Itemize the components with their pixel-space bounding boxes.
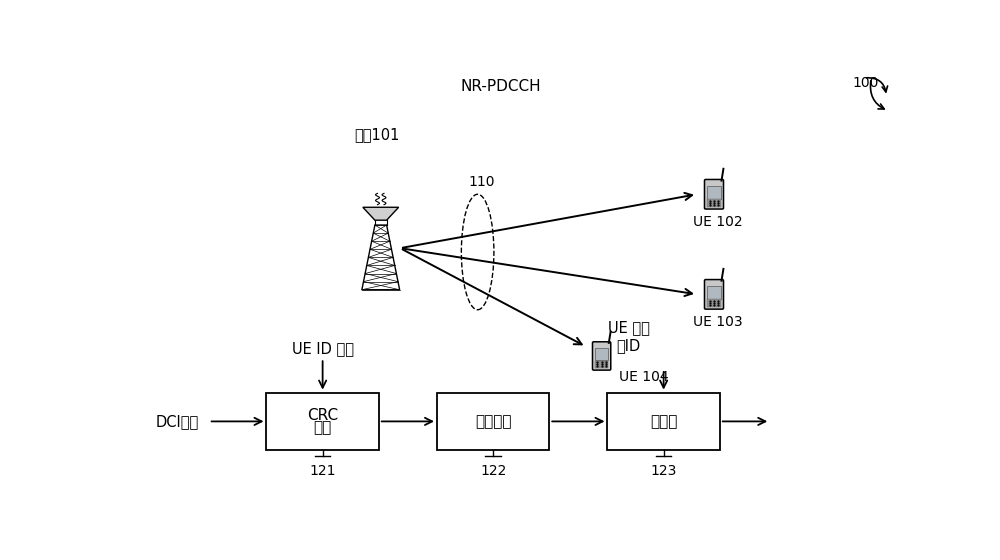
- Text: UE ID 掩码: UE ID 掩码: [292, 341, 354, 356]
- Bar: [266, 393, 379, 450]
- Polygon shape: [363, 207, 399, 220]
- FancyBboxPatch shape: [704, 279, 724, 309]
- Text: 123: 123: [650, 464, 677, 478]
- Text: NR-PDCCH: NR-PDCCH: [461, 79, 541, 94]
- Text: 交织器: 交织器: [650, 414, 677, 429]
- Bar: [707, 185, 721, 199]
- Text: UE 102: UE 102: [693, 215, 743, 229]
- Text: CRC: CRC: [307, 408, 338, 423]
- Bar: [437, 393, 549, 450]
- Bar: [707, 299, 721, 307]
- Text: UE 103: UE 103: [693, 315, 743, 329]
- Text: DCI比特: DCI比特: [156, 414, 199, 429]
- Bar: [707, 286, 721, 298]
- Bar: [595, 361, 608, 368]
- Text: 极化编码: 极化编码: [475, 414, 511, 429]
- Bar: [607, 393, 720, 450]
- Bar: [595, 348, 608, 360]
- Text: 121: 121: [309, 464, 336, 478]
- Text: 附加: 附加: [314, 420, 332, 435]
- Text: UE 特定
的ID: UE 特定 的ID: [608, 320, 650, 354]
- FancyBboxPatch shape: [704, 179, 724, 209]
- FancyBboxPatch shape: [592, 342, 611, 370]
- Text: UE 104: UE 104: [619, 370, 669, 384]
- Text: 110: 110: [468, 175, 495, 189]
- Text: 122: 122: [480, 464, 506, 478]
- Bar: [707, 199, 721, 207]
- Text: 基站101: 基站101: [354, 127, 400, 142]
- Text: 100: 100: [852, 76, 878, 90]
